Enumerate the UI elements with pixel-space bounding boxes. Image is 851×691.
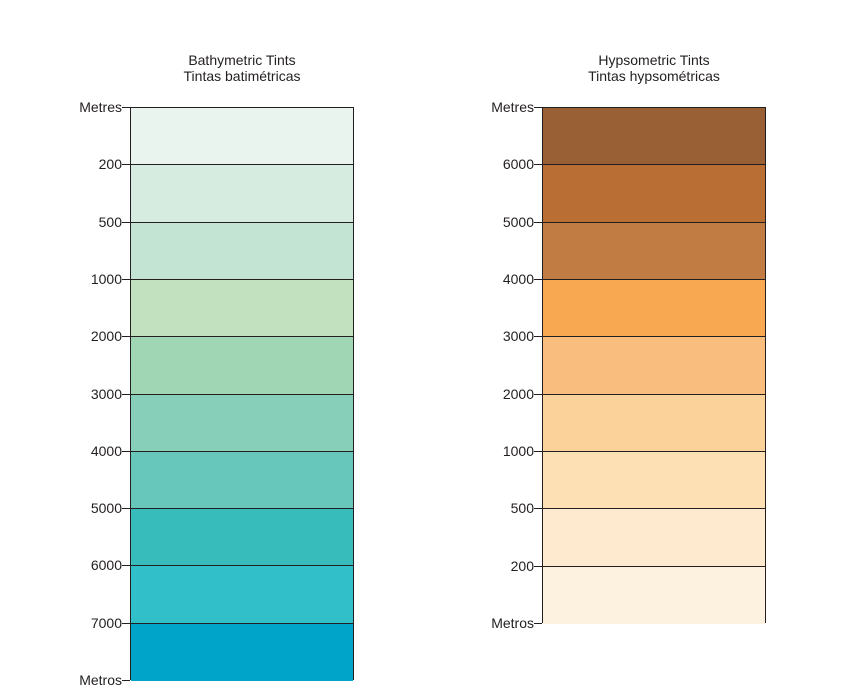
bathymetric-band xyxy=(131,164,353,223)
bathymetric-band xyxy=(131,336,353,395)
bathymetric-tick-mark xyxy=(122,164,130,166)
bathymetric-depth-label: 1000 xyxy=(90,270,122,287)
bathymetric-band xyxy=(131,565,353,624)
hypsometric-depth-label: 6000 xyxy=(502,156,534,173)
bathymetric-depth-label: 500 xyxy=(98,213,122,230)
hypsometric-tick-mark xyxy=(534,508,542,510)
bathymetric-title: Bathymetric Tints Tintas batimétricas xyxy=(130,52,354,84)
hypsometric-band xyxy=(543,450,765,510)
bathymetric-tick-mark xyxy=(122,680,130,681)
hypsometric-band xyxy=(543,508,765,567)
hypsometric-tick-mark xyxy=(534,622,542,624)
bathymetric-tick-mark xyxy=(122,565,130,567)
hypsometric-depth-label: 200 xyxy=(510,557,534,574)
bathymetric-depth-label: 6000 xyxy=(90,557,122,574)
bathymetric-depth-label: 3000 xyxy=(90,385,122,402)
hypsometric-band xyxy=(543,278,765,338)
hypsometric-depth-label: 1000 xyxy=(502,442,534,459)
bathymetric-depth-label: Metres xyxy=(79,99,122,115)
bathymetric-tick-mark xyxy=(122,622,130,624)
bathymetric-band xyxy=(131,450,353,510)
bathymetric-tick-mark xyxy=(122,336,130,338)
hypsometric-tick-mark xyxy=(534,450,542,452)
bathymetric-depth-label: 200 xyxy=(98,156,122,173)
bathymetric-depth-label: 7000 xyxy=(90,614,122,631)
hypsometric-depth-label: 2000 xyxy=(502,385,534,402)
bathymetric-depth-label: 4000 xyxy=(90,442,122,459)
bathymetric-band xyxy=(131,221,353,280)
hypsometric-band xyxy=(543,108,765,166)
hypsometric-band xyxy=(543,336,765,395)
hypsometric-depth-label: Metros xyxy=(491,614,534,631)
hypsometric-band xyxy=(543,565,765,624)
hypsometric-tick-mark xyxy=(534,107,542,108)
bathymetric-band xyxy=(131,622,353,681)
bathymetric-band xyxy=(131,278,353,338)
bathymetric-depth-label: 5000 xyxy=(90,500,122,517)
bathymetric-depth-label: Metros xyxy=(79,672,122,688)
bathymetric-title-spanish: Tintas batimétricas xyxy=(183,68,301,84)
hypsometric-tick-mark xyxy=(534,164,542,166)
bathymetric-tick-mark xyxy=(122,393,130,395)
bathymetric-tick-mark xyxy=(122,450,130,452)
bathymetric-band xyxy=(131,508,353,567)
bathymetric-tick-mark xyxy=(122,278,130,280)
bathymetric-band xyxy=(131,108,353,166)
hypsometric-tick-mark xyxy=(534,221,542,223)
hypsometric-depth-label: 500 xyxy=(510,500,534,517)
hypsometric-color-bar xyxy=(542,107,766,624)
hypsometric-depth-label: Metres xyxy=(491,99,534,115)
hypsometric-depth-label: 5000 xyxy=(502,213,534,230)
hypsometric-tick-mark xyxy=(534,336,542,338)
hypsometric-depth-label: 3000 xyxy=(502,328,534,345)
bathymetric-tick-mark xyxy=(122,107,130,108)
bathymetric-color-bar xyxy=(130,107,354,681)
hypsometric-title-spanish: Tintas hypsométricas xyxy=(588,68,720,84)
hypsometric-band xyxy=(543,221,765,280)
bathymetric-tick-mark xyxy=(122,508,130,510)
bathymetric-depth-label: 2000 xyxy=(90,328,122,345)
hypsometric-title-english: Hypsometric Tints xyxy=(598,52,710,68)
hypsometric-title: Hypsometric Tints Tintas hypsométricas xyxy=(542,52,766,84)
hypsometric-tick-mark xyxy=(534,278,542,280)
bathymetric-tick-mark xyxy=(122,221,130,223)
hypsometric-band xyxy=(543,164,765,223)
hypsometric-band xyxy=(543,393,765,452)
hypsometric-tick-mark xyxy=(534,393,542,395)
bathymetric-band xyxy=(131,393,353,452)
bathymetric-title-english: Bathymetric Tints xyxy=(188,52,296,68)
hypsometric-tick-mark xyxy=(534,565,542,567)
hypsometric-depth-label: 4000 xyxy=(502,270,534,287)
